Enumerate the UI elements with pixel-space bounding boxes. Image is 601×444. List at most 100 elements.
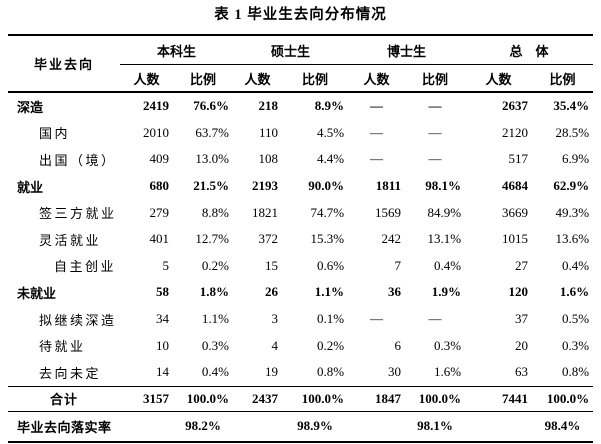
num-cell: 4: [271, 337, 279, 353]
num-cell: 401: [149, 231, 170, 247]
num-cell: 680: [149, 178, 170, 194]
num-cell: 28.5%: [555, 124, 590, 140]
row-label: 未就业: [17, 285, 57, 301]
row-label: 出国（境）: [39, 152, 117, 168]
num-cell: 108: [258, 151, 279, 167]
num-cell: 100.0%: [173, 385, 234, 412]
num-cell: 242: [381, 231, 402, 247]
subheader-cell: 人数: [363, 71, 390, 87]
num-cell: 0.3%: [433, 337, 462, 353]
num-cell: 0.8%: [316, 364, 345, 380]
rate-value-cell: 98.9%: [282, 410, 349, 442]
num-cell: 279: [149, 204, 170, 220]
rate-value-cell: 98.2%: [173, 410, 234, 442]
dash-cell: —: [428, 151, 442, 167]
dash-cell: —: [428, 311, 442, 327]
num-cell: 1847: [348, 385, 406, 412]
num-cell: 84.9%: [427, 204, 462, 220]
dash-cell: —: [370, 151, 384, 167]
num-cell: 2193: [252, 178, 279, 194]
subheader-cell: 人数: [485, 71, 512, 87]
num-cell: 100.0%: [282, 385, 349, 412]
num-cell: 0.3%: [201, 337, 230, 353]
total-row: 合计 3157 100.0% 2437 100.0% 1847 100.0% 7441 100.…: [8, 385, 594, 412]
num-cell: 76.6%: [193, 98, 230, 114]
table-header: 毕业去向 本科生 硕士生 博士生总 体 人数 比例 人数 比例 人数 比例 人数 比例: [8, 35, 594, 92]
table-row: 出国（境） 409 13.0% 108 4.4% — — 517 6.9%: [8, 146, 593, 173]
num-cell: 4684: [502, 178, 529, 194]
num-cell: 110: [258, 124, 279, 140]
dash-cell: —: [370, 124, 384, 140]
total-label: 合计: [8, 385, 120, 412]
dash-cell: —: [428, 124, 442, 140]
num-cell: 0.4%: [433, 257, 462, 273]
num-cell: 58: [156, 284, 169, 300]
num-cell: 15: [265, 257, 279, 273]
num-cell: 1.6%: [559, 284, 590, 300]
num-cell: 98.1%: [425, 178, 462, 194]
table-row: 自主创业 5 0.2% 15 0.6% 7 0.4% 27 0.4%: [8, 253, 593, 280]
rate-value-cell: 98.4%: [532, 410, 594, 442]
num-cell: 4.5%: [316, 124, 345, 140]
num-cell: 0.1%: [316, 311, 345, 327]
row-label: 国内: [39, 126, 71, 142]
num-cell: 13.6%: [555, 231, 590, 247]
num-cell: 0.4%: [561, 257, 590, 273]
num-cell: 100.0%: [405, 385, 466, 412]
row-label: 待就业: [39, 339, 86, 355]
subheader-cell: 人数: [133, 71, 160, 87]
num-cell: 74.7%: [310, 204, 345, 220]
sub-header-row: 人数 比例 人数 比例 人数 比例 人数 比例: [8, 65, 594, 92]
graduate-destination-table: 毕业去向 本科生 硕士生 博士生总 体 人数 比例 人数 比例 人数 比例 人数 比例 深造 241…: [8, 34, 594, 443]
num-cell: 1015: [502, 231, 529, 247]
num-cell: 2120: [502, 124, 529, 140]
num-cell: 13.0%: [195, 151, 230, 167]
row-label: 灵活就业: [39, 232, 102, 248]
num-cell: 5: [162, 257, 170, 273]
num-cell: 517: [508, 151, 529, 167]
group-header: 总 体: [465, 35, 594, 65]
num-cell: 27: [515, 257, 529, 273]
rate-spacer-cell: [465, 410, 533, 442]
num-cell: 6: [394, 337, 402, 353]
num-cell: 2637: [502, 98, 529, 114]
table-row: 深造 2419 76.6% 218 8.9% — — 2637 35.4%: [8, 92, 593, 120]
num-cell: 15.3%: [310, 231, 345, 247]
num-cell: 3: [271, 311, 279, 327]
num-cell: 120: [508, 284, 529, 300]
num-cell: 1569: [375, 204, 402, 220]
table-row: 拟继续深造 34 1.1% 3 0.1% — — 37 0.5%: [8, 306, 593, 333]
dash-cell: —: [428, 98, 442, 114]
group-header: 博士生: [348, 35, 466, 65]
num-cell: 37: [515, 311, 529, 327]
row-label: 深造: [17, 99, 44, 115]
num-cell: 6.9%: [561, 151, 590, 167]
subheader-cell: 比例: [422, 71, 449, 87]
rate-spacer-cell: [348, 410, 406, 442]
num-cell: 1.1%: [314, 284, 345, 300]
num-cell: 49.3%: [555, 204, 590, 220]
num-cell: 7441: [465, 385, 533, 412]
num-cell: 409: [149, 151, 170, 167]
num-cell: 3669: [502, 204, 529, 220]
num-cell: 0.8%: [561, 364, 590, 380]
row-label: 去向未定: [39, 365, 102, 381]
num-cell: 21.5%: [193, 178, 230, 194]
group-header-row: 毕业去向 本科生 硕士生 博士生总 体: [8, 35, 594, 72]
num-cell: 1.8%: [199, 284, 230, 300]
row-label: 签三方就业: [39, 206, 117, 222]
table-row: 未就业 58 1.8% 26 1.1% 36 1.9% 120 1.6%: [8, 279, 593, 306]
subheader-cell: 人数: [244, 71, 271, 87]
num-cell: 8.8%: [201, 204, 230, 220]
num-cell: 63: [515, 364, 529, 380]
rate-spacer-cell: [120, 410, 173, 442]
subheader-cell: 比例: [302, 71, 329, 87]
num-cell: 2010: [143, 124, 169, 140]
num-cell: 62.9%: [553, 178, 590, 194]
num-cell: 14: [156, 364, 169, 380]
num-cell: 1821: [252, 204, 279, 220]
num-cell: 30: [388, 364, 402, 380]
num-cell: 36: [388, 284, 402, 300]
num-cell: 0.4%: [201, 364, 230, 380]
